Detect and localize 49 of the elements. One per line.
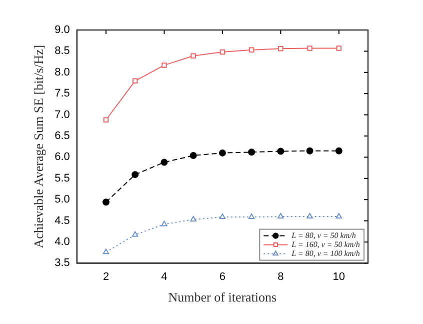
y-tick-label: 6.5	[54, 130, 70, 142]
point	[102, 198, 110, 206]
point	[218, 149, 226, 156]
point	[277, 148, 284, 155]
point	[102, 248, 110, 254]
x-axis-title: Number of iterations	[168, 290, 277, 305]
point	[306, 147, 314, 154]
legend-label: L = 80, v = 100 km/h	[290, 248, 360, 258]
point	[307, 46, 312, 51]
point	[161, 220, 168, 226]
y-axis-title: Achievable Average Sum SE [bit/s/Hz]	[31, 44, 46, 248]
point	[248, 47, 254, 53]
point	[278, 46, 284, 52]
y-tick-label: 7.5	[54, 88, 70, 100]
legend-label: L = 80, v = 50 km/h	[290, 230, 356, 240]
y-tick-label: 6.0	[54, 151, 70, 164]
y-tick-label: 8.0	[54, 66, 70, 78]
y-tick-label: 4.5	[54, 214, 70, 227]
y-tick-label: 3.5	[54, 257, 70, 270]
point	[306, 213, 313, 219]
point	[132, 231, 138, 237]
y-tick-label: 8.5	[54, 45, 70, 58]
x-tick-label: 8	[278, 270, 284, 283]
point	[278, 213, 284, 219]
point	[160, 158, 168, 166]
x-tick-label: 10	[332, 270, 346, 283]
point	[248, 213, 255, 219]
point	[190, 152, 197, 160]
legend-label: L = 160, v = 50 km/h	[290, 240, 360, 249]
point	[335, 147, 342, 154]
point	[336, 213, 342, 219]
point	[336, 46, 342, 51]
point	[190, 53, 196, 58]
point	[190, 216, 196, 222]
x-tick-label: 2	[102, 270, 110, 283]
point	[132, 171, 139, 178]
point	[103, 117, 109, 123]
point	[248, 148, 256, 156]
x-tick-label: 4	[161, 270, 168, 283]
y-tick-label: 4.0	[54, 236, 70, 248]
y-tick-label: 9.0	[54, 24, 70, 36]
y-tick-label: 7.0	[54, 108, 70, 121]
x-tick-label: 6	[219, 270, 226, 283]
point	[219, 213, 226, 219]
point	[162, 62, 167, 68]
point	[132, 78, 138, 84]
point	[220, 49, 226, 55]
y-tick-label: 5.0	[54, 194, 70, 206]
y-tick-label: 5.5	[54, 172, 70, 184]
